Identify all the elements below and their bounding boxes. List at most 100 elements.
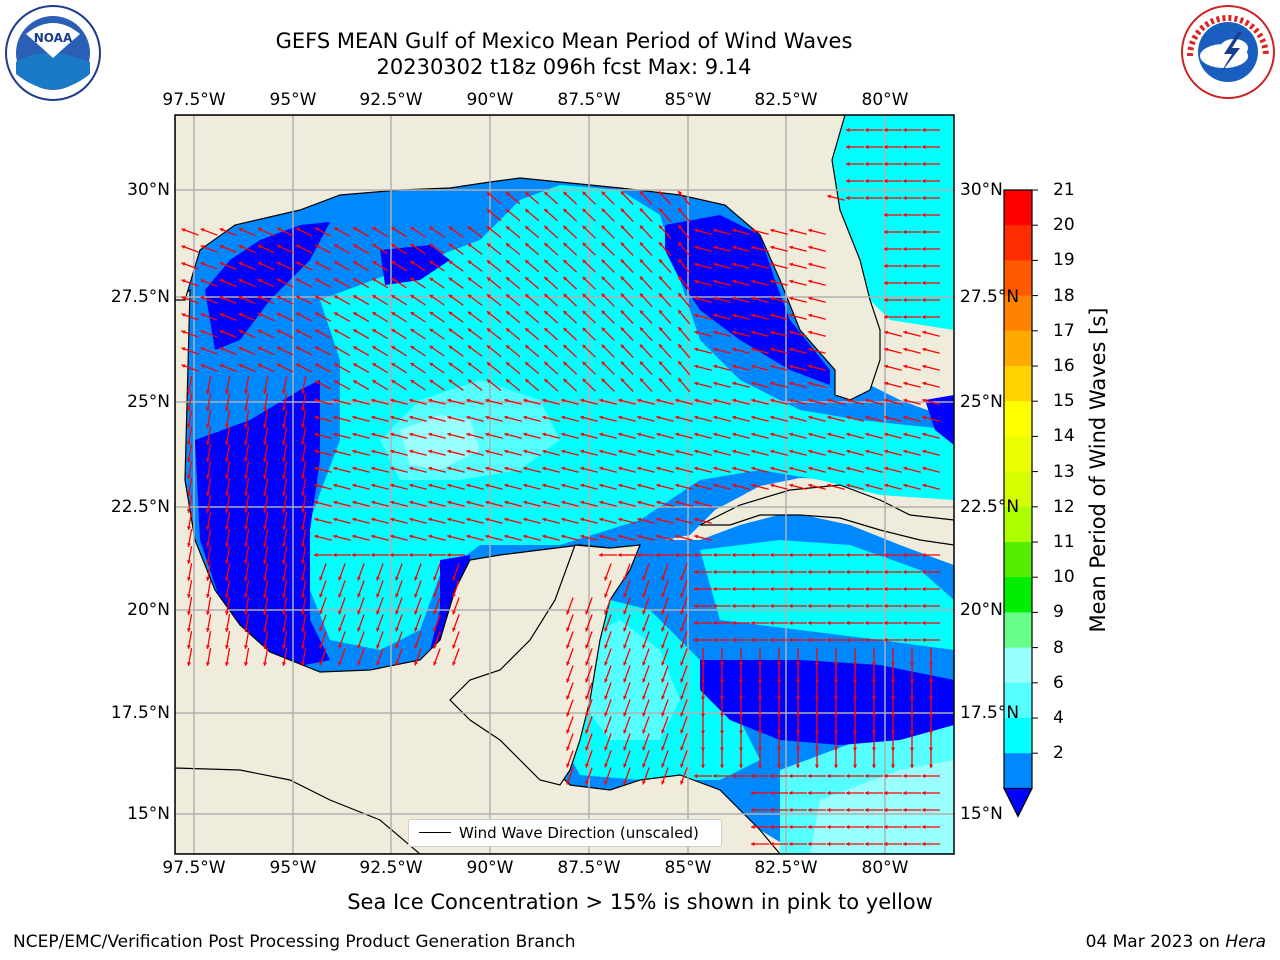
wave-direction-arrowhead xyxy=(486,328,491,333)
wave-direction-arrowhead xyxy=(808,552,812,558)
lon-tick-top: 95°W xyxy=(269,90,317,110)
wave-direction-arrowhead xyxy=(523,398,528,403)
wave-direction-arrowhead xyxy=(561,415,566,420)
wave-direction-arrowhead xyxy=(808,466,813,471)
wave-direction-arrowhead xyxy=(751,381,756,386)
wave-direction-arrowhead xyxy=(582,344,587,349)
wave-direction-arrowhead xyxy=(301,526,306,530)
wave-direction-arrowhead xyxy=(604,627,608,632)
wave-direction-arrowhead xyxy=(525,260,530,264)
wave-direction-arrowhead xyxy=(618,466,623,471)
wave-direction-arrowhead xyxy=(808,569,812,575)
wave-direction-arrowhead xyxy=(694,500,699,505)
wave-direction-arrowhead xyxy=(846,449,851,454)
wave-direction-arrowhead xyxy=(604,746,608,751)
wave-direction-arrowhead xyxy=(713,262,718,267)
wave-direction-arrowhead xyxy=(467,328,472,333)
wave-direction-arrowhead xyxy=(447,517,452,522)
wave-direction-arrowhead xyxy=(846,466,851,471)
wave-direction-arrowhead xyxy=(601,310,606,315)
wave-direction-arrowhead xyxy=(372,380,377,384)
wave-direction-arrowhead xyxy=(466,449,471,454)
wave-direction-arrowhead xyxy=(694,449,699,454)
wave-direction-arrowhead xyxy=(833,764,839,768)
wave-direction-arrowhead xyxy=(808,347,813,352)
wave-direction-arrowhead xyxy=(371,466,376,471)
map-legend: Wind Wave Direction (unscaled) xyxy=(408,819,722,847)
wave-direction-arrowhead xyxy=(732,603,736,609)
legend-label: Wind Wave Direction (unscaled) xyxy=(459,824,699,842)
wave-direction-arrowhead xyxy=(525,379,530,383)
wave-direction-arrowhead xyxy=(467,379,472,384)
wave-direction-arrowhead xyxy=(504,415,509,420)
wave-direction-arrowhead xyxy=(776,764,782,768)
wave-direction-arrowhead xyxy=(661,763,665,768)
wave-direction-arrowhead xyxy=(661,644,665,649)
wave-direction-arrowhead xyxy=(827,807,831,813)
wave-direction-arrowhead xyxy=(390,449,395,454)
wave-direction-arrowhead xyxy=(599,415,604,420)
wave-direction-arrowhead xyxy=(808,773,812,779)
wave-direction-arrowhead xyxy=(219,228,224,232)
wave-direction-arrowhead xyxy=(282,475,287,479)
wave-direction-arrowhead xyxy=(732,279,737,284)
wave-direction-arrowhead xyxy=(391,244,396,248)
wave-direction-arrowhead xyxy=(903,586,907,592)
wave-direction-arrowhead xyxy=(395,593,399,598)
wave-direction-arrowhead xyxy=(395,610,399,615)
wave-direction-arrowhead xyxy=(922,637,926,643)
wave-direction-arrowhead xyxy=(257,312,262,317)
wave-direction-arrowhead xyxy=(206,577,211,581)
wave-direction-arrowhead xyxy=(206,560,211,564)
wave-direction-arrowhead xyxy=(738,747,744,751)
legend-line-swatch xyxy=(419,832,451,833)
wave-direction-arrowhead xyxy=(808,313,813,318)
wave-direction-arrowhead xyxy=(276,295,281,300)
wave-direction-arrowhead xyxy=(694,245,699,250)
wave-direction-arrowhead xyxy=(206,390,211,394)
wave-direction-arrowhead xyxy=(732,245,737,250)
wave-direction-arrowhead xyxy=(732,262,737,267)
wave-direction-arrowhead xyxy=(678,310,682,315)
wave-direction-arrowhead xyxy=(429,294,434,299)
wave-direction-arrowhead xyxy=(659,344,663,349)
wave-direction-arrowhead xyxy=(808,398,813,403)
wave-direction-arrowhead xyxy=(903,144,907,150)
wave-direction-arrowhead xyxy=(884,466,889,471)
wave-direction-arrowhead xyxy=(903,314,907,320)
wave-direction-arrowhead xyxy=(770,381,775,386)
wave-direction-arrowhead xyxy=(719,730,725,734)
wave-direction-arrowhead xyxy=(694,262,699,267)
wave-direction-arrowhead xyxy=(680,695,684,700)
footer-machine: Hera xyxy=(1225,932,1266,952)
wave-direction-arrowhead xyxy=(414,576,418,581)
wave-direction-arrowhead xyxy=(871,730,877,734)
wave-direction-arrowhead xyxy=(544,226,549,230)
wave-direction-arrowhead xyxy=(659,259,663,264)
wave-direction-arrowhead xyxy=(770,347,775,352)
wave-direction-arrowhead xyxy=(187,492,192,496)
wave-direction-arrowhead xyxy=(563,378,568,383)
wave-direction-arrowhead xyxy=(466,534,471,539)
wave-direction-arrowhead xyxy=(333,500,338,505)
wave-direction-arrowhead xyxy=(585,661,589,666)
wave-direction-arrowhead xyxy=(353,261,358,265)
wave-direction-arrowhead xyxy=(738,696,744,700)
wave-direction-arrowhead xyxy=(334,227,339,232)
wave-direction-arrowhead xyxy=(846,127,850,133)
wave-direction-arrowhead xyxy=(200,347,205,351)
wave-direction-arrowhead xyxy=(846,398,851,403)
wave-direction-arrowhead xyxy=(871,662,877,666)
gulf-longest-period xyxy=(400,415,480,470)
wave-direction-arrowhead xyxy=(661,780,665,785)
wave-direction-arrowhead xyxy=(846,483,851,488)
wave-direction-arrowhead xyxy=(187,560,192,564)
wave-direction-arrowhead xyxy=(448,260,453,265)
wave-direction-arrowhead xyxy=(922,381,927,386)
wave-direction-arrowhead xyxy=(314,466,319,471)
wave-direction-arrowhead xyxy=(410,278,415,282)
wave-direction-arrowhead xyxy=(903,212,907,218)
wave-direction-arrowhead xyxy=(620,344,625,349)
wave-direction-arrowhead xyxy=(732,773,736,779)
wave-direction-arrowhead xyxy=(371,500,376,505)
